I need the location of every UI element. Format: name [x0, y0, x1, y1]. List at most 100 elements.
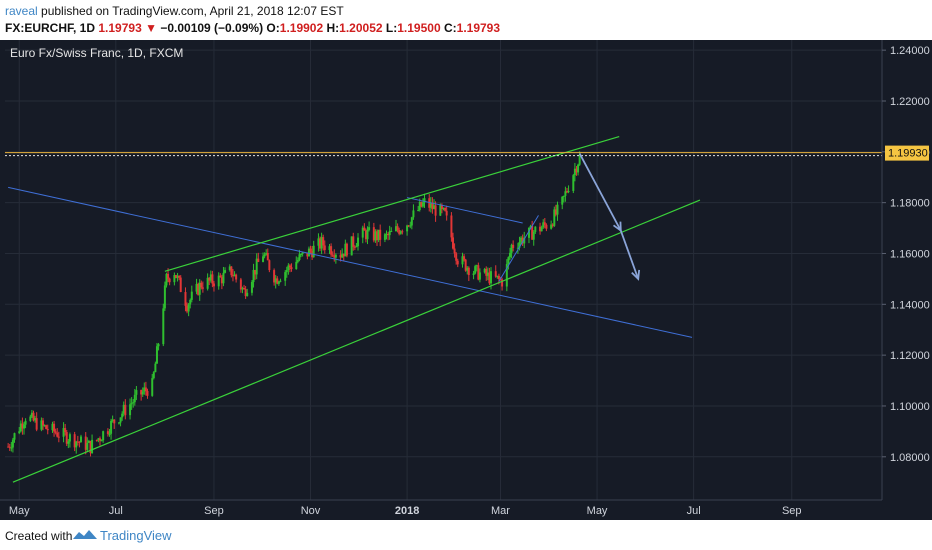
candle-body	[129, 404, 132, 416]
high-label: H:	[326, 21, 340, 35]
candle-body	[206, 277, 209, 289]
candle-body	[168, 278, 171, 283]
candle-body	[363, 227, 366, 231]
candle-body	[284, 272, 287, 281]
candle-body	[113, 419, 116, 424]
down-arrow-icon: ▼	[145, 21, 157, 35]
chart-header: raveal published on TradingView.com, Apr…	[0, 0, 932, 40]
candle-body	[331, 254, 334, 256]
candle-body	[91, 439, 94, 454]
candle-body	[539, 226, 542, 232]
candle-body	[508, 252, 511, 258]
candle-body	[339, 254, 342, 258]
candle-body	[352, 236, 355, 247]
candle-body	[140, 390, 143, 395]
candle-body	[350, 236, 353, 256]
candle-body	[78, 441, 81, 443]
candle-body	[135, 390, 138, 395]
candle-body	[341, 253, 344, 258]
candle-body	[290, 267, 293, 270]
created-with-text: Created with	[5, 529, 73, 543]
candle-body	[442, 207, 445, 210]
candle-body	[353, 246, 356, 248]
candle-body	[265, 252, 268, 255]
candle-body	[208, 277, 211, 281]
candle-body	[577, 164, 580, 173]
candle-body	[355, 246, 358, 248]
candle-body	[41, 420, 44, 426]
candle-body	[124, 404, 127, 416]
candle-body	[572, 175, 575, 191]
candle-body	[133, 394, 136, 403]
candle-body	[220, 277, 223, 284]
candle-body	[505, 264, 508, 287]
y-tick-label: 1.08000	[890, 452, 930, 464]
open-label: O:	[266, 21, 280, 35]
y-tick-label: 1.16000	[890, 248, 930, 260]
candle-body	[440, 205, 443, 210]
candle-body	[241, 288, 244, 290]
candle-body	[428, 198, 431, 208]
candle-body	[434, 205, 437, 216]
candle-body	[532, 231, 535, 240]
candle-body	[167, 273, 170, 279]
candle-body	[209, 274, 212, 281]
ohlc-line: FX:EURCHF, 1D 1.19793 ▼ −0.00109 (−0.09%…	[5, 21, 500, 35]
candle-body	[477, 265, 480, 280]
candle-body	[211, 274, 214, 284]
candle-body	[186, 305, 189, 312]
candle-body	[562, 195, 565, 197]
candle-body	[154, 363, 157, 373]
x-tick-label: Jul	[109, 505, 123, 517]
candle-body	[155, 346, 158, 364]
candle-body	[578, 154, 581, 165]
change-value: −0.00109 (−0.09%)	[160, 21, 264, 35]
candle-body	[439, 205, 442, 216]
candle-body	[43, 425, 46, 427]
candle-body	[32, 412, 35, 421]
low-value: 1.19500	[397, 21, 441, 35]
candle-body	[328, 246, 331, 251]
candle-body	[95, 439, 98, 441]
candle-body	[86, 442, 89, 450]
candle-body	[320, 237, 323, 249]
candle-body	[173, 275, 176, 283]
candle-body	[277, 281, 280, 284]
candle-body	[520, 237, 523, 243]
x-tick-label: 2018	[395, 505, 419, 517]
candle-body	[97, 438, 100, 440]
candle-body	[84, 436, 87, 450]
high-value: 1.20052	[339, 21, 383, 35]
chart-title: Euro Fx/Swiss Franc, 1D, FXCM	[10, 46, 183, 60]
chart-area[interactable]: 1.240001.220001.200001.180001.160001.140…	[0, 40, 932, 520]
blue-trendline-rising	[498, 215, 539, 282]
candle-body	[485, 268, 488, 276]
candle-body	[550, 224, 553, 229]
candle-body	[198, 282, 201, 295]
candle-body	[551, 224, 554, 226]
candle-body	[151, 378, 154, 396]
candle-body	[189, 299, 192, 305]
y-tick-label: 1.14000	[890, 299, 930, 311]
candle-body	[564, 191, 567, 196]
candle-body	[307, 248, 310, 257]
tradingview-brand-link[interactable]: TradingView	[100, 528, 172, 543]
candle-body	[444, 207, 447, 211]
candle-body	[361, 227, 364, 238]
candles	[7, 151, 581, 457]
candle-body	[527, 227, 530, 238]
candle-body	[464, 259, 467, 271]
candle-body	[235, 274, 238, 280]
author-link[interactable]: raveal	[5, 4, 38, 18]
candle-body	[467, 267, 470, 276]
candle-body	[230, 266, 233, 276]
candle-body	[187, 304, 190, 312]
candle-body	[87, 440, 90, 443]
candle-body	[409, 225, 412, 227]
candle-body	[34, 418, 37, 421]
candle-body	[57, 436, 60, 438]
candle-body	[523, 237, 526, 244]
price-tag-label: 1.19930	[888, 148, 928, 160]
candle-body	[276, 278, 279, 284]
candle-body	[106, 431, 109, 434]
